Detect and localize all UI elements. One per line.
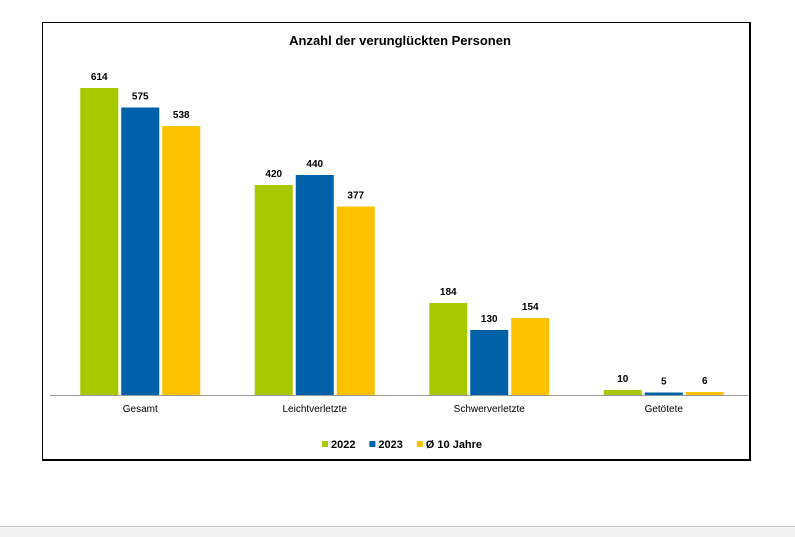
legend: 2022 2023 Ø 10 Jahre	[322, 439, 482, 451]
x-tick-label: Leichtverletzte	[283, 404, 348, 415]
bar-10Jahre-schwerverletzte	[511, 318, 550, 395]
bar-2022-schwerverletzte	[429, 303, 468, 395]
data-label: 440	[306, 159, 323, 170]
bar-2023-gesamt	[121, 107, 160, 395]
data-label: 420	[265, 169, 282, 180]
chart-title: Anzahl der verunglückten Personen	[289, 33, 511, 48]
chart-frame	[42, 22, 751, 461]
bar-2023-getötete	[644, 392, 683, 395]
bar-2022-getötete	[603, 390, 642, 395]
x-tick-label: Schwerverletzte	[454, 404, 526, 415]
data-label: 614	[91, 72, 108, 83]
data-label: 538	[173, 110, 190, 121]
bar-10Jahre-leichtverletzte	[336, 206, 375, 395]
legend-label: 2022	[331, 439, 355, 451]
data-label: 10	[617, 374, 629, 385]
legend-swatch	[369, 441, 376, 447]
data-label: 130	[481, 314, 498, 325]
bar-2022-leichtverletzte	[254, 185, 293, 395]
data-label: 184	[440, 287, 457, 298]
legend-swatch	[322, 441, 328, 447]
data-label: 377	[347, 191, 364, 202]
divider	[0, 526, 795, 527]
bottom-bar	[0, 527, 795, 537]
bar-10Jahre-gesamt	[162, 126, 201, 395]
x-tick-label: Gesamt	[123, 404, 158, 415]
bar-2023-schwerverletzte	[470, 330, 509, 395]
x-tick-label: Getötete	[645, 404, 684, 415]
legend-swatch	[416, 441, 423, 447]
bar-2023-leichtverletzte	[295, 175, 334, 395]
bar-2022-gesamt	[80, 88, 119, 395]
legend-label: Ø 10 Jahre	[426, 439, 482, 451]
data-label: 575	[132, 92, 149, 103]
legend-label: 2023	[378, 439, 402, 451]
data-label: 154	[522, 302, 539, 313]
data-label: 5	[661, 377, 667, 388]
data-label: 6	[702, 376, 708, 387]
bar-10Jahre-getötete	[685, 392, 724, 395]
